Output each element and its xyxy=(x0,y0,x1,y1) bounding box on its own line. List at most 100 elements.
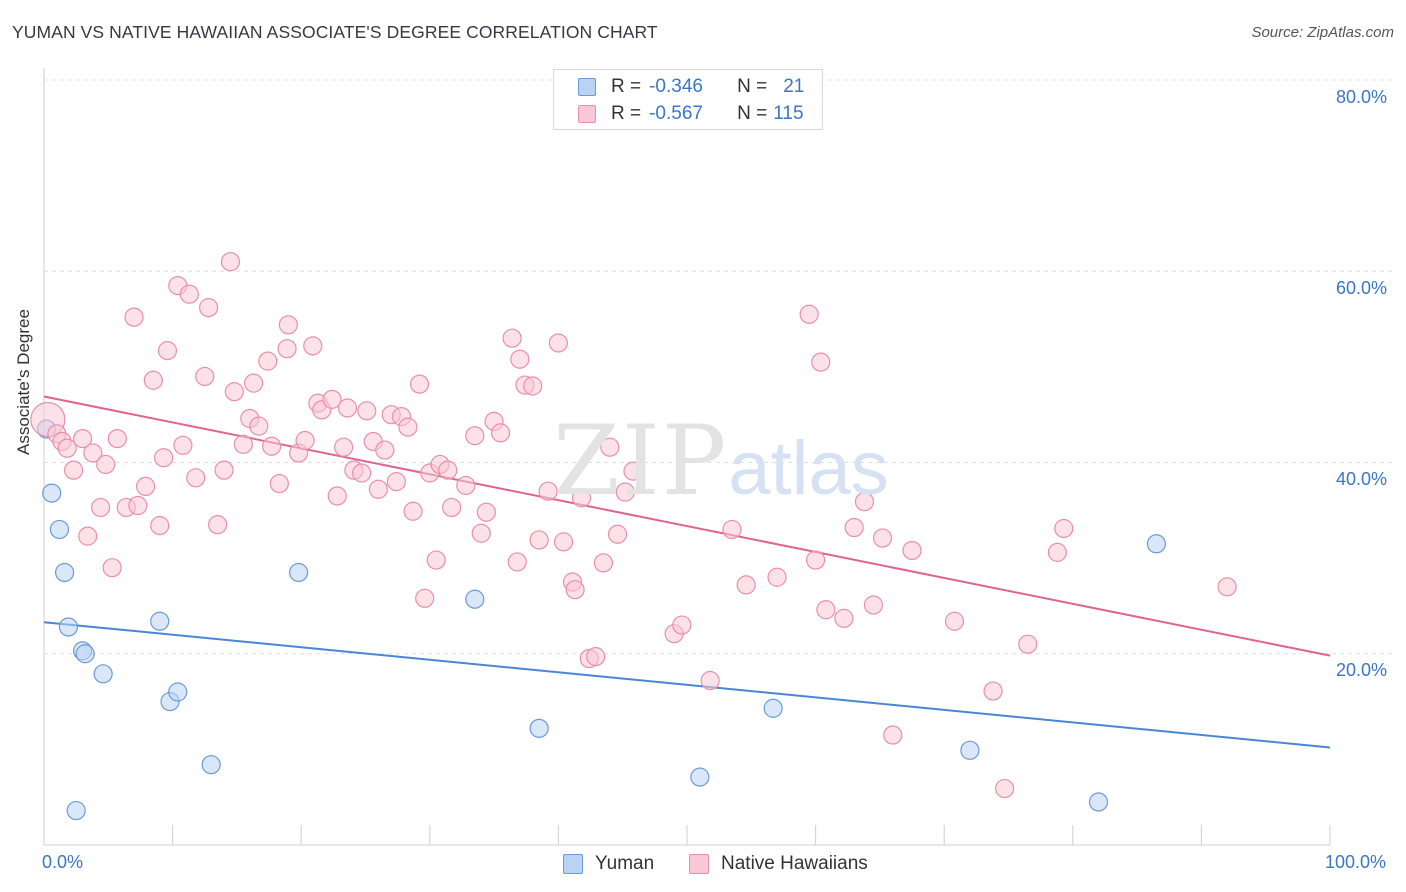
native-hawaiian-point xyxy=(186,468,206,488)
native-hawaiian-point xyxy=(262,436,282,456)
native-hawaiian-point xyxy=(767,567,787,587)
native-hawaiian-point xyxy=(507,552,527,572)
native-hawaiian-point xyxy=(1054,518,1074,539)
native-hawaiian-point xyxy=(834,608,854,628)
native-hawaiian-point xyxy=(571,488,592,508)
native-hawaiian-point xyxy=(476,502,496,522)
data-points xyxy=(30,252,1237,821)
chart-title: YUMAN VS NATIVE HAWAIIAN ASSOCIATE'S DEG… xyxy=(12,22,658,42)
native-hawaiian-point xyxy=(465,426,485,446)
native-hawaiian-point xyxy=(195,366,215,387)
native-hawaiian-point xyxy=(403,501,423,521)
native-hawaiians-legend-swatch xyxy=(689,854,709,874)
yuman-point xyxy=(1088,792,1109,812)
native-hawaiian-point xyxy=(352,463,372,483)
native-hawaiian-point xyxy=(96,454,116,475)
native-hawaiian-point xyxy=(883,725,903,745)
native-hawaiian-point xyxy=(233,434,253,454)
yuman-point xyxy=(66,800,86,821)
native-hawaiian-point xyxy=(623,461,643,481)
native-hawaiians-legend-label: Native Hawaiians xyxy=(721,853,868,874)
native-hawaiians-r-value: -0.567 xyxy=(649,103,703,124)
native-hawaiian-point xyxy=(415,588,435,608)
yuman-point xyxy=(763,698,783,718)
yuman-point xyxy=(75,644,95,664)
native-hawaiian-point xyxy=(375,440,395,460)
axes xyxy=(43,68,1331,846)
native-hawaiian-point xyxy=(135,476,156,497)
y-tick-label-60: 60.0% xyxy=(1336,278,1388,298)
native-hawaiian-point xyxy=(722,519,742,540)
native-hawaiian-point xyxy=(128,495,148,516)
native-hawaiian-point xyxy=(565,580,585,600)
native-hawaiian-point xyxy=(322,389,342,409)
n-label: N = xyxy=(737,103,768,124)
native-hawaiian-point xyxy=(600,437,620,457)
native-hawaiian-point xyxy=(615,482,635,502)
native-hawaiian-point xyxy=(1047,542,1067,562)
native-hawaiian-point xyxy=(150,516,170,536)
yuman-point xyxy=(690,767,710,787)
r-label: R = xyxy=(611,103,642,124)
native-hawaiian-point xyxy=(811,352,831,372)
yuman-r-value: -0.346 xyxy=(649,76,703,97)
legend-row-yuman: R = -0.346 N = 21 xyxy=(578,75,804,99)
native-hawaiian-point xyxy=(700,670,720,691)
native-hawaiian-point xyxy=(278,315,298,335)
native-hawaiians-swatch xyxy=(578,105,596,123)
series-legend-yuman: Yuman xyxy=(563,851,654,877)
native-hawaiian-point xyxy=(179,284,199,304)
yuman-legend-swatch xyxy=(563,854,583,874)
yuman-point xyxy=(42,483,62,503)
yuman-trend-line xyxy=(43,621,1331,749)
y-tick-label-20: 20.0% xyxy=(1336,660,1388,680)
native-hawaiian-point xyxy=(143,370,163,390)
native-hawaiian-point xyxy=(607,524,628,544)
native-hawaiian-point xyxy=(124,307,144,327)
native-hawaiian-point xyxy=(672,615,692,635)
native-hawaiian-point xyxy=(277,339,297,359)
native-hawaiian-point xyxy=(1217,577,1237,597)
native-hawaiian-point xyxy=(57,438,77,458)
native-hawaiian-point xyxy=(593,553,614,573)
trend-lines xyxy=(43,395,1331,749)
legend-row-native-hawaiians: R = -0.567 N = 115 xyxy=(578,102,804,126)
native-hawaiian-point xyxy=(1018,634,1038,654)
yuman-point xyxy=(201,755,221,775)
native-hawaiian-point xyxy=(269,473,289,494)
x-tick-label-min: 0.0% xyxy=(42,852,84,872)
native-hawaiian-point xyxy=(736,575,756,595)
yuman-point xyxy=(49,519,70,540)
native-hawaiian-point xyxy=(386,472,406,492)
native-hawaiian-point xyxy=(357,401,377,421)
r-label: R = xyxy=(611,76,642,97)
native-hawaiian-point xyxy=(863,595,884,615)
native-hawaiian-point xyxy=(502,328,522,348)
native-hawaiian-point xyxy=(805,550,826,570)
native-hawaiian-point xyxy=(334,437,354,457)
native-hawaiian-point xyxy=(529,530,549,550)
watermark: ZIPatlas xyxy=(553,405,889,517)
native-hawaiian-point xyxy=(337,398,358,418)
native-hawaiian-point xyxy=(548,333,569,353)
native-hawaiian-point xyxy=(83,443,103,463)
native-hawaiian-point xyxy=(220,252,241,272)
native-hawaiian-point xyxy=(553,532,574,552)
yuman-legend-label: Yuman xyxy=(595,853,655,874)
native-hawaiian-point xyxy=(199,297,219,318)
gridlines xyxy=(44,79,1392,655)
native-hawaiian-point xyxy=(398,417,418,437)
native-hawaiian-point xyxy=(538,481,558,501)
native-hawaiian-point xyxy=(872,528,893,548)
native-hawaiian-point xyxy=(72,428,93,449)
native-hawaiian-point xyxy=(799,304,819,324)
native-hawaiian-point xyxy=(173,435,193,455)
native-hawaiian-point xyxy=(157,341,178,361)
native-hawaiian-point xyxy=(90,497,111,518)
series-legend-native-hawaiians: Native Hawaiians xyxy=(689,851,868,877)
native-hawaiian-point xyxy=(438,460,458,480)
native-hawaiian-point xyxy=(409,374,430,394)
yuman-point xyxy=(529,718,549,738)
yuman-swatch xyxy=(578,78,596,96)
